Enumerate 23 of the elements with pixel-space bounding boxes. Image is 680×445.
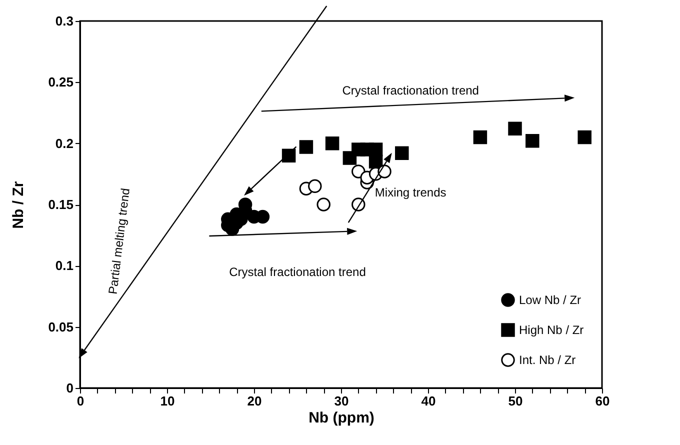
y-tick-label: 0.25 xyxy=(48,74,74,90)
legend-label: Low Nb / Zr xyxy=(519,293,582,307)
y-tick-label: 0.05 xyxy=(48,319,74,334)
x-tick-label: 20 xyxy=(247,394,262,408)
annotation: Mixing trends xyxy=(374,185,446,200)
y-tick-label: 0.15 xyxy=(48,197,74,212)
y-axis-title: Nb / Zr xyxy=(10,181,28,229)
y-tick-label: 0.2 xyxy=(55,136,74,151)
y-tick-label: 0 xyxy=(66,380,74,396)
x-tick-label: 30 xyxy=(334,394,349,408)
legend-label: Int. Nb / Zr xyxy=(519,353,576,367)
x-tick-label: 50 xyxy=(508,394,523,408)
annotation: Crystal fractionation trend xyxy=(229,264,366,279)
x-axis-title: Nb (ppm) xyxy=(308,410,374,426)
annotation: Crystal fractionation trend xyxy=(342,84,479,98)
x-tick-label: 40 xyxy=(421,394,436,408)
legend-label: High Nb / Zr xyxy=(519,323,584,337)
annotation: Partial melting trend xyxy=(106,187,133,296)
y-tick-label: 0.3 xyxy=(55,14,74,28)
x-tick-label: 60 xyxy=(595,394,610,408)
x-tick-label: 0 xyxy=(76,394,84,408)
y-tick-label: 0.1 xyxy=(55,258,74,274)
x-tick-label: 10 xyxy=(160,394,175,408)
